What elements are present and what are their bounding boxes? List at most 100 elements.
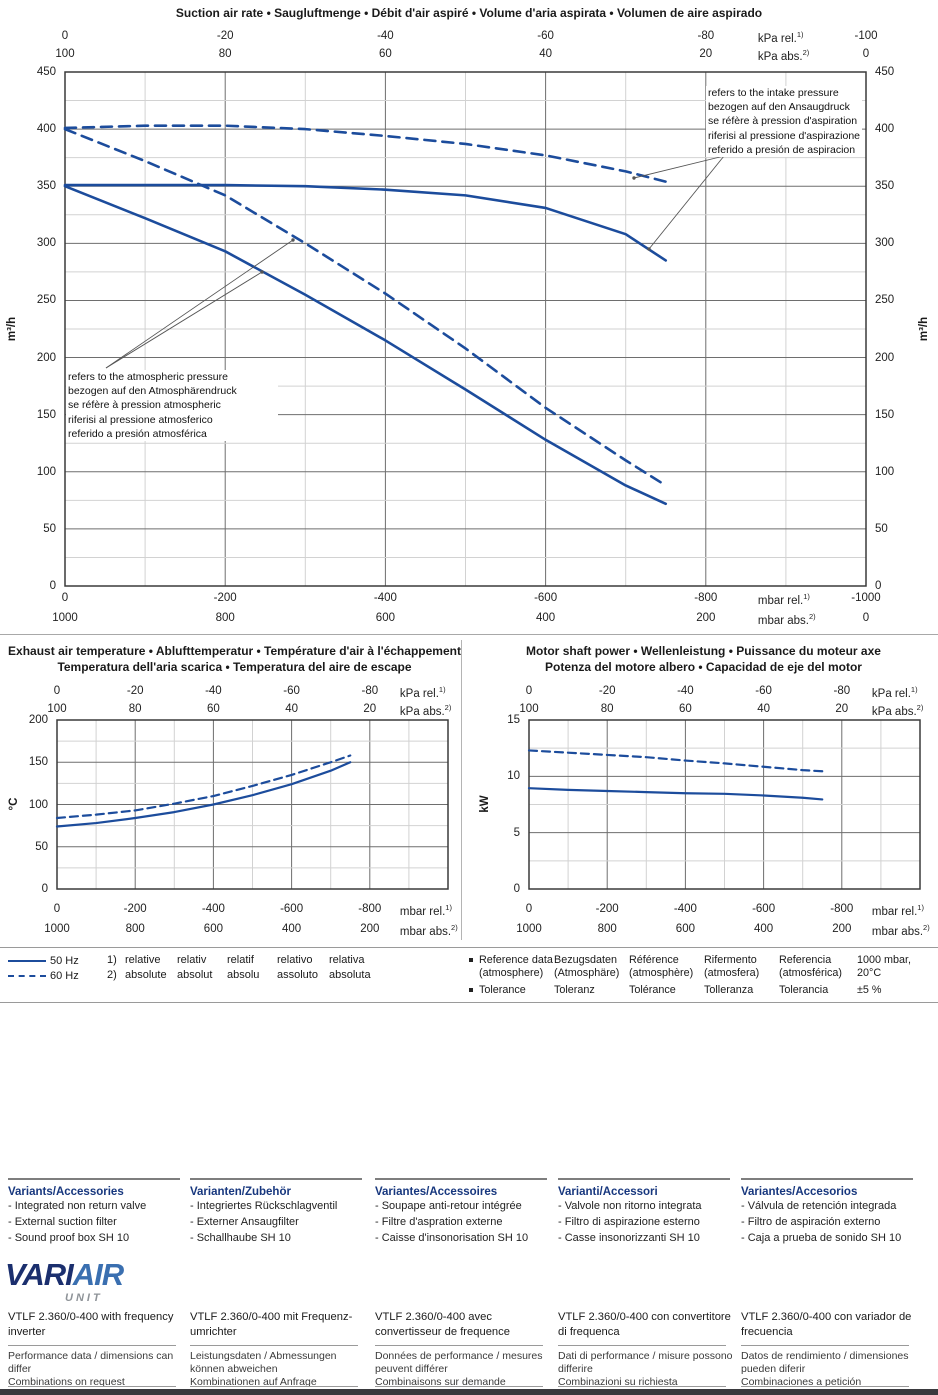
variants-item: - Filtre d'aspration externe [375,1216,503,1228]
y-axis-tick: 400 [36,123,56,136]
y-axis-tick: 0 [513,883,520,895]
y-axis-tick: 100 [875,465,895,478]
model-note: Performance data / dimensions can differ C… [8,1350,174,1388]
axis-tick: -1000 [851,592,881,604]
model-name: VTLF 2.360/0-400 mit Frequenz-umrichter [190,1311,353,1338]
y-axis-tick: 300 [875,237,895,250]
model-divider-line [190,1345,358,1346]
axis-tick: 800 [125,923,145,935]
axis-tick: -80 [833,685,851,697]
y-axis-tick: 0 [49,580,56,592]
legend-footnote-word: absolut [177,969,213,981]
axis-tick: 0 [61,592,69,604]
model-note: Leistungsdaten / Abmessungen können abwei… [190,1350,337,1388]
legend-section: 50 Hz 60 Hz 1) relative relativ relatif relati… [0,940,938,1010]
legend-footnote-number: 2) [107,969,117,981]
model-note: Datos de rendimiento / dimensiones pueden… [741,1350,909,1388]
exhaust-temperature-chart-section: Exhaust air temperature • Ablufttemperat… [0,640,469,940]
axis-tick: -80 [361,685,379,697]
axis-tick: -800 [694,592,718,604]
legend-footnote-number: 1) [107,954,117,966]
variants-item: - Válvula de retención integrada [741,1200,897,1212]
legend-footnote-word: relativo [277,954,313,966]
model-divider-line [558,1345,726,1346]
axis-tick: 800 [215,612,235,624]
model-column: VTLF 2.360/0-400 con variador de frecuenc… [741,1308,913,1390]
variants-heading: Variantes/Accesorios [741,1186,858,1198]
axis-tick: 20 [699,48,713,60]
y-axis-tick: 400 [875,123,895,136]
axis-tick: -800 [358,903,382,915]
variants-column: Variants/Accessories - Integrated non ret… [8,1178,180,1246]
variants-item: - Casse insonorizzanti SH 10 [558,1232,700,1244]
annotation-leader-dot [291,238,295,242]
axis-tick: 600 [675,923,695,935]
suction-annotation-overlay [105,155,725,369]
axis-unit-label: kPa rel.1) [871,685,918,700]
legend-reference-cell: Référence (atmosphère) [629,954,694,979]
legend-reference-cell: Reference data (atmosphere) [479,954,553,979]
axis-tick: 40 [757,703,770,715]
axis-tick: 200 [696,612,716,624]
axis-tick: -20 [216,30,234,42]
model-bottom-rule [375,1386,543,1387]
y-axis-unit-label: kW [479,795,491,813]
model-name: VTLF 2.360/0-400 avec convertisseur de fr… [375,1311,510,1338]
y-axis-tick: 150 [36,408,56,421]
legend-freq-50hz: 50 Hz [8,954,79,968]
suction-curve-50-hz-atmosphere-referenced [63,184,668,506]
axis-unit-label: mbar abs.2) [871,923,930,938]
annotation-leader-line [105,239,294,369]
axis-unit-label: mbar abs.2) [757,612,816,627]
motor-power-chart-section: Motor shaft power • Wellenleistung • Pui… [469,640,938,940]
axis-tick: 100 [55,48,75,60]
intake-reference-note: refers to the intake pressure bezogen auf… [706,86,862,158]
axis-tick: 40 [285,703,298,715]
y-axis-tick: 150 [28,756,48,769]
axis-tick: 200 [360,923,380,935]
variants-section: Variants/Accessories - Integrated non ret… [0,1178,938,1262]
model-column: VTLF 2.360/0-400 with frequency inverter P… [8,1308,180,1390]
axis-tick: 1000 [44,923,70,935]
plot-border [64,71,867,587]
axis-unit-label: mbar abs.2) [399,923,458,938]
axis-tick: 0 [53,903,61,915]
y-axis-tick: 10 [507,770,520,783]
section-divider [0,634,938,635]
variants-item: - Valvole non ritorno integrata [558,1200,702,1212]
legend-bottom-rule [0,1002,938,1003]
axis-unit-label: mbar rel.1) [399,903,452,918]
logo-text-unit: UNIT [65,1292,103,1304]
variants-item: - Soupape anti-retour intégrée [375,1200,522,1212]
legend-freq-label: 60 Hz [50,970,79,982]
legend-reference-cell: Referencia (atmosférica) [779,954,842,979]
variants-heading: Variants/Accessories [8,1186,124,1198]
variants-item: - Externer Ansaugfilter [190,1216,299,1228]
legend-reference-cell: 1000 mbar, 20°C [857,954,912,979]
variants-item: - Filtro di aspirazione esterno [558,1216,700,1228]
variants-column: Varianten/Zubehör - Integriertes Rückschl… [190,1178,362,1246]
axis-tick: 400 [754,923,774,935]
model-bottom-rule [558,1386,726,1387]
y-axis-tick: 100 [36,465,56,478]
y-axis-tick: 200 [36,351,56,364]
y-axis-tick: 450 [36,66,56,78]
model-note: Données de performance / mesures peuvent … [375,1350,543,1388]
axis-tick: -100 [854,30,878,42]
axis-tick: -60 [755,685,772,697]
axis-unit-label: kPa abs.2) [757,48,810,63]
annotation-leader-dot [647,247,651,251]
axis-tick: 0 [525,903,533,915]
variants-item: - Filtro de aspiración externo [741,1216,881,1228]
y-axis-tick: 100 [28,798,48,811]
y-axis-tick: 0 [41,883,48,895]
variants-item: - Integriertes Rückschlagventil [190,1200,338,1212]
model-column: VTLF 2.360/0-400 mit Frequenz-umrichter L… [190,1308,362,1390]
axis-tick: 200 [832,923,852,935]
y-axis-tick: 5 [513,826,520,839]
suction-curve-60-hz-intake-referenced [63,124,668,183]
axis-tick: 60 [206,703,220,715]
y-axis-tick: 50 [35,840,48,853]
legend-footnote-word: absoluta [329,969,371,981]
power-chart-title-line2: Potenza del motore albero • Capacidad de… [545,660,862,674]
